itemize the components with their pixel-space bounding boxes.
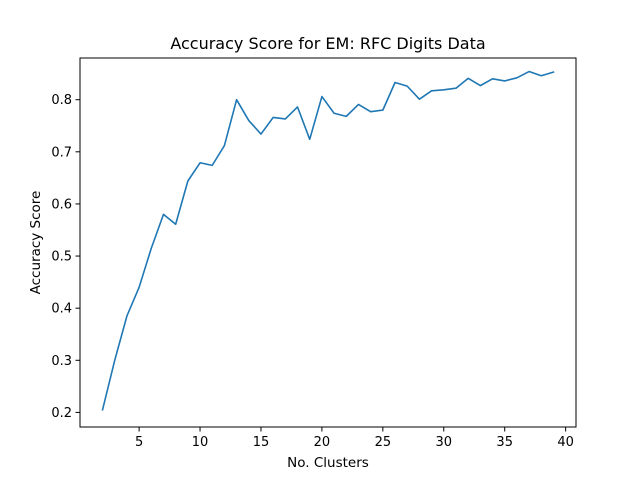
chart-title: Accuracy Score for EM: RFC Digits Data <box>170 34 485 53</box>
x-axis-label: No. Clusters <box>287 455 369 471</box>
x-tick-label: 30 <box>436 435 453 450</box>
series-line-accuracy <box>101 70 555 411</box>
x-tick-label: 20 <box>314 435 331 450</box>
y-tick-label: 0.7 <box>51 145 72 160</box>
y-tick-label: 0.6 <box>51 197 72 212</box>
x-tick-label: 40 <box>557 435 574 450</box>
x-tick-label: 15 <box>253 435 270 450</box>
plot-area <box>80 58 576 427</box>
y-tick-label: 0.3 <box>51 354 72 369</box>
x-axis-ticks: 5 10 15 20 25 30 35 40 <box>135 427 574 450</box>
x-tick-label: 10 <box>192 435 209 450</box>
y-tick-label: 0.5 <box>51 250 72 265</box>
y-axis-label: Accuracy Score <box>28 191 44 295</box>
plot-frame <box>79 57 577 428</box>
y-tick-label: 0.8 <box>51 93 72 108</box>
x-tick-label: 35 <box>496 435 513 450</box>
y-axis-ticks: 0.2 0.3 0.4 0.5 0.6 0.7 0.8 <box>51 93 80 421</box>
y-tick-label: 0.4 <box>51 302 72 317</box>
y-tick-label: 0.2 <box>51 406 72 421</box>
x-tick-label: 25 <box>375 435 392 450</box>
x-tick-label: 5 <box>135 435 143 450</box>
